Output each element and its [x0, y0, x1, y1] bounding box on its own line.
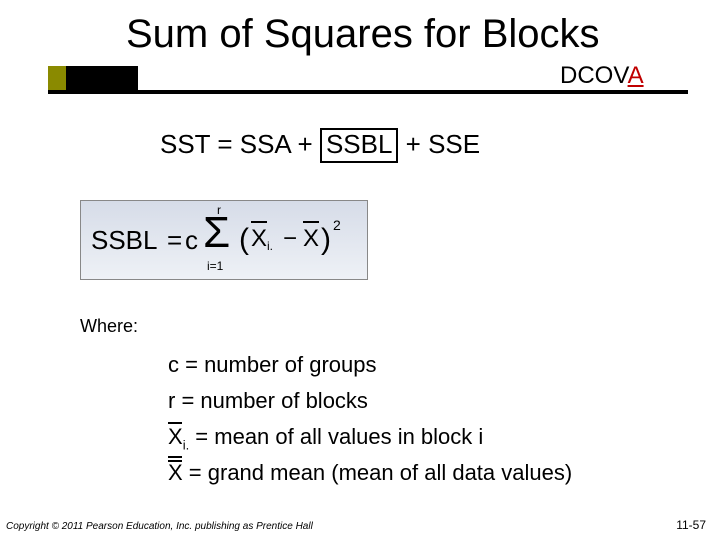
eq-lhs: SST = SSA + — [160, 129, 320, 159]
sigma-lower: i=1 — [207, 259, 223, 273]
sigma-icon: Σ — [203, 211, 230, 255]
dcova-tag: DCOVA — [560, 62, 644, 90]
formula-xi-sub: i. — [267, 239, 273, 253]
sst-equation: SST = SSA + SSBL + SSE — [160, 128, 480, 163]
formula-rparen: ) — [321, 223, 331, 257]
formula-c: c — [185, 225, 198, 256]
def-xi-sym: X — [168, 424, 183, 449]
copyright-text: Copyright © 2011 Pearson Education, Inc.… — [6, 521, 313, 532]
title-accent — [48, 66, 138, 90]
accent-black — [66, 66, 138, 90]
ssbl-formula-box: SSBL = c Σ r i=1 ( X i. − X ) 2 — [80, 200, 368, 280]
sigma-upper: r — [217, 203, 221, 217]
where-label: Where: — [80, 316, 138, 337]
def-xi: X i. = mean of all values in block i — [168, 424, 483, 452]
dcova-a: A — [628, 62, 644, 89]
def-xi-text: = mean of all values in block i — [189, 424, 483, 449]
eq-rhs: + SSE — [398, 129, 480, 159]
xi-overline — [168, 422, 182, 424]
formula-eq: = — [167, 225, 182, 256]
def-c: c = number of groups — [168, 352, 377, 378]
formula-ssbl: SSBL — [91, 225, 158, 256]
page-title: Sum of Squares for Blocks — [126, 12, 600, 57]
xg-overline-2 — [168, 460, 182, 462]
formula-squared: 2 — [333, 217, 341, 233]
formula-minus: − — [283, 225, 297, 253]
def-xg-text: = grand mean (mean of all data values) — [183, 460, 573, 485]
def-xg-sym: X — [168, 460, 183, 485]
dcova-prefix: DCOV — [560, 62, 628, 89]
page-number: 11-57 — [676, 518, 706, 532]
xbar-i-overline — [251, 221, 267, 223]
formula-x: X — [303, 225, 319, 253]
xbar-overline — [303, 221, 319, 223]
eq-boxed-ssbl: SSBL — [320, 128, 399, 163]
def-xgrand: X = grand mean (mean of all data values) — [168, 460, 572, 486]
xg-overline-1 — [168, 456, 182, 458]
accent-olive — [48, 66, 66, 90]
formula-xi: X — [251, 225, 267, 253]
def-r: r = number of blocks — [168, 388, 368, 414]
formula-lparen: ( — [239, 223, 249, 257]
title-underline — [48, 90, 688, 94]
